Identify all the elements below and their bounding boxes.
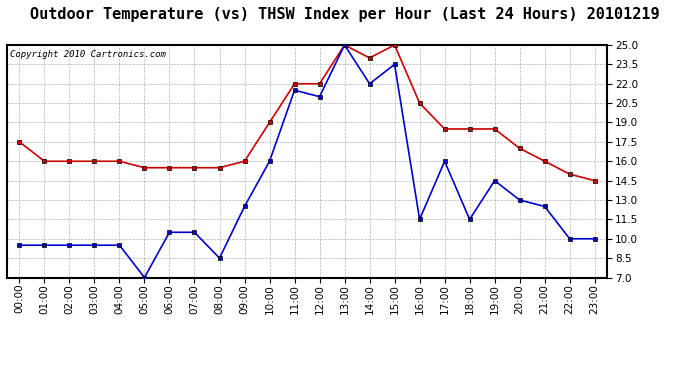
Text: Copyright 2010 Cartronics.com: Copyright 2010 Cartronics.com bbox=[10, 50, 166, 58]
Text: Outdoor Temperature (vs) THSW Index per Hour (Last 24 Hours) 20101219: Outdoor Temperature (vs) THSW Index per … bbox=[30, 8, 660, 22]
